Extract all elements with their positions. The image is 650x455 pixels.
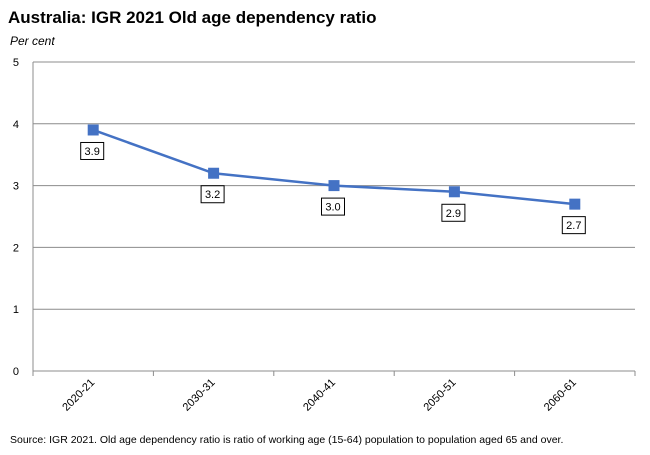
data-label-box [321,197,345,216]
x-tick-label: 2050-51 [421,377,458,414]
x-tick-label: 2040-41 [301,377,338,414]
y-tick-label: 4 [13,119,19,131]
y-tick-label: 1 [13,304,19,316]
data-label: 3.9 [85,146,100,158]
y-tick-labels: 0 1 2 3 4 5 [13,57,19,378]
data-label: 3.2 [205,189,220,201]
chart-title: Australia: IGR 2021 Old age dependency r… [8,8,376,27]
y-tick-label: 0 [13,366,19,378]
x-tick-label: 2060-61 [542,377,579,414]
x-tick-label: 2030-31 [181,377,218,414]
data-point [569,198,581,210]
data-point [448,186,460,198]
series-line [92,128,575,206]
data-point [87,124,99,136]
data-point [208,167,220,179]
y-tick-label: 5 [13,57,19,69]
data-label-box [80,141,105,160]
data-label-box [200,185,225,204]
data-labels: 3.9 3.2 3.0 2.9 2.7 [80,141,586,235]
data-label: 3.0 [325,202,340,214]
data-label-box [441,203,466,222]
x-tick-labels: 2020-21 2030-31 2040-41 2050-51 2060-61 [60,377,579,414]
source-note: Source: IGR 2021. Old age dependency rat… [10,434,563,446]
data-point [328,180,340,192]
x-tick-label: 2020-21 [60,377,97,414]
chart-subtitle: Per cent [10,34,55,48]
series-old-age-dependency [87,124,581,210]
axes [32,62,636,376]
data-label: 2.9 [446,208,461,220]
y-tick-label: 2 [13,242,19,254]
data-label: 2.7 [566,220,581,232]
data-label-box [561,216,586,235]
y-tick-label: 3 [13,181,19,193]
